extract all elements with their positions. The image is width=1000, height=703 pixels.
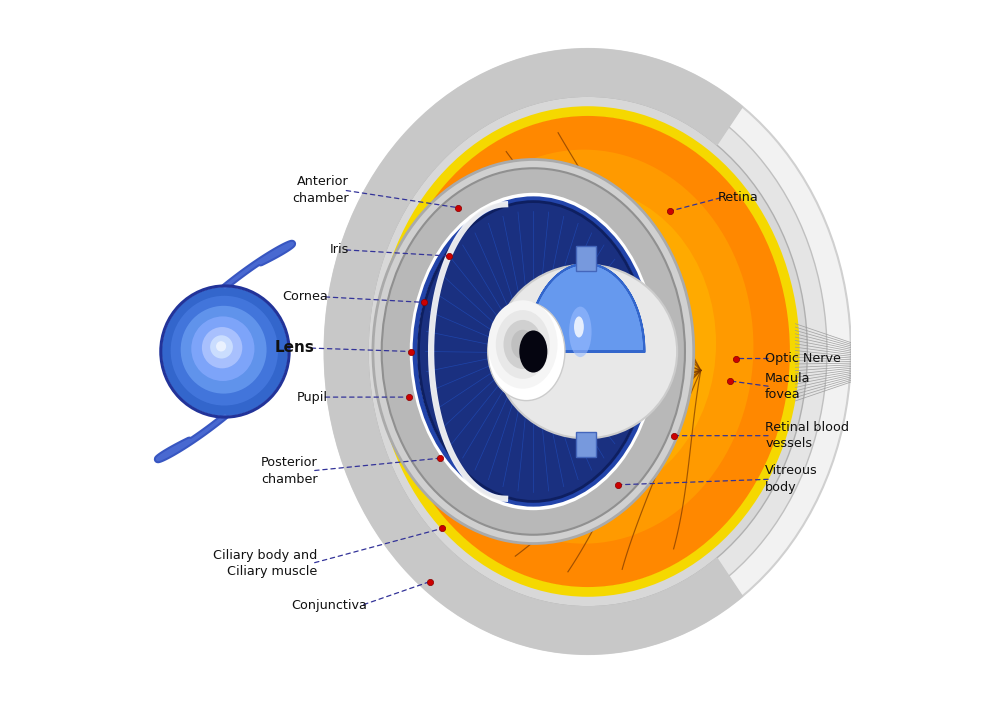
Text: Cornea: Cornea bbox=[282, 290, 328, 303]
Ellipse shape bbox=[210, 335, 233, 359]
Text: Posterior
chamber: Posterior chamber bbox=[261, 456, 318, 486]
Text: Vitreous
body: Vitreous body bbox=[765, 465, 818, 494]
Ellipse shape bbox=[191, 316, 254, 381]
Ellipse shape bbox=[419, 202, 648, 501]
Ellipse shape bbox=[348, 73, 827, 630]
Ellipse shape bbox=[325, 49, 851, 654]
Ellipse shape bbox=[641, 360, 655, 370]
Ellipse shape bbox=[382, 168, 685, 535]
Ellipse shape bbox=[488, 302, 565, 401]
Polygon shape bbox=[576, 246, 596, 271]
Text: Retina: Retina bbox=[717, 191, 758, 204]
Ellipse shape bbox=[414, 150, 753, 543]
Ellipse shape bbox=[574, 316, 584, 337]
Ellipse shape bbox=[373, 160, 694, 543]
Ellipse shape bbox=[569, 307, 592, 357]
Ellipse shape bbox=[162, 287, 288, 416]
Text: Anterior
chamber: Anterior chamber bbox=[293, 175, 349, 205]
Text: Ciliary body and
Ciliary muscle: Ciliary body and Ciliary muscle bbox=[213, 548, 318, 578]
Polygon shape bbox=[325, 49, 742, 654]
Ellipse shape bbox=[384, 115, 791, 588]
Ellipse shape bbox=[632, 354, 664, 375]
Ellipse shape bbox=[495, 264, 677, 439]
Text: Pupil: Pupil bbox=[297, 391, 328, 404]
Ellipse shape bbox=[410, 193, 657, 510]
Ellipse shape bbox=[488, 300, 558, 389]
Text: Macula
fovea: Macula fovea bbox=[765, 372, 811, 401]
Ellipse shape bbox=[504, 320, 542, 369]
Text: Conjunctiva: Conjunctiva bbox=[291, 599, 367, 612]
Text: Lens: Lens bbox=[274, 340, 314, 356]
Ellipse shape bbox=[511, 330, 534, 359]
Ellipse shape bbox=[202, 327, 242, 368]
Ellipse shape bbox=[378, 108, 798, 595]
Polygon shape bbox=[528, 264, 644, 352]
Text: Retinal blood
vessels: Retinal blood vessels bbox=[765, 421, 849, 451]
Ellipse shape bbox=[171, 296, 278, 406]
Polygon shape bbox=[576, 432, 596, 457]
Ellipse shape bbox=[496, 310, 550, 379]
Ellipse shape bbox=[519, 330, 547, 373]
Ellipse shape bbox=[181, 306, 267, 394]
Ellipse shape bbox=[446, 187, 716, 500]
Text: Iris: Iris bbox=[330, 243, 349, 257]
Ellipse shape bbox=[216, 341, 226, 352]
Ellipse shape bbox=[521, 272, 634, 403]
Ellipse shape bbox=[368, 96, 807, 607]
Text: Optic Nerve: Optic Nerve bbox=[765, 352, 841, 365]
Ellipse shape bbox=[483, 229, 675, 451]
